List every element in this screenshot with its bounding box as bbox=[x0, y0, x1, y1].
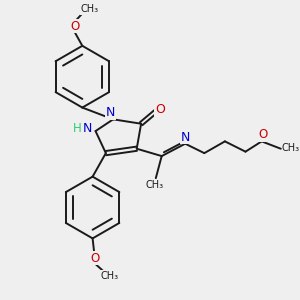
Text: O: O bbox=[155, 103, 165, 116]
Text: CH₃: CH₃ bbox=[145, 181, 164, 190]
Text: CH₃: CH₃ bbox=[100, 271, 118, 281]
Text: CH₃: CH₃ bbox=[80, 4, 98, 14]
Text: O: O bbox=[258, 128, 268, 141]
Text: N: N bbox=[82, 122, 92, 135]
Text: CH₃: CH₃ bbox=[282, 142, 300, 152]
Text: O: O bbox=[90, 252, 99, 265]
Text: H: H bbox=[73, 122, 82, 135]
Text: O: O bbox=[70, 20, 80, 33]
Text: N: N bbox=[106, 106, 115, 119]
Text: N: N bbox=[181, 131, 190, 144]
